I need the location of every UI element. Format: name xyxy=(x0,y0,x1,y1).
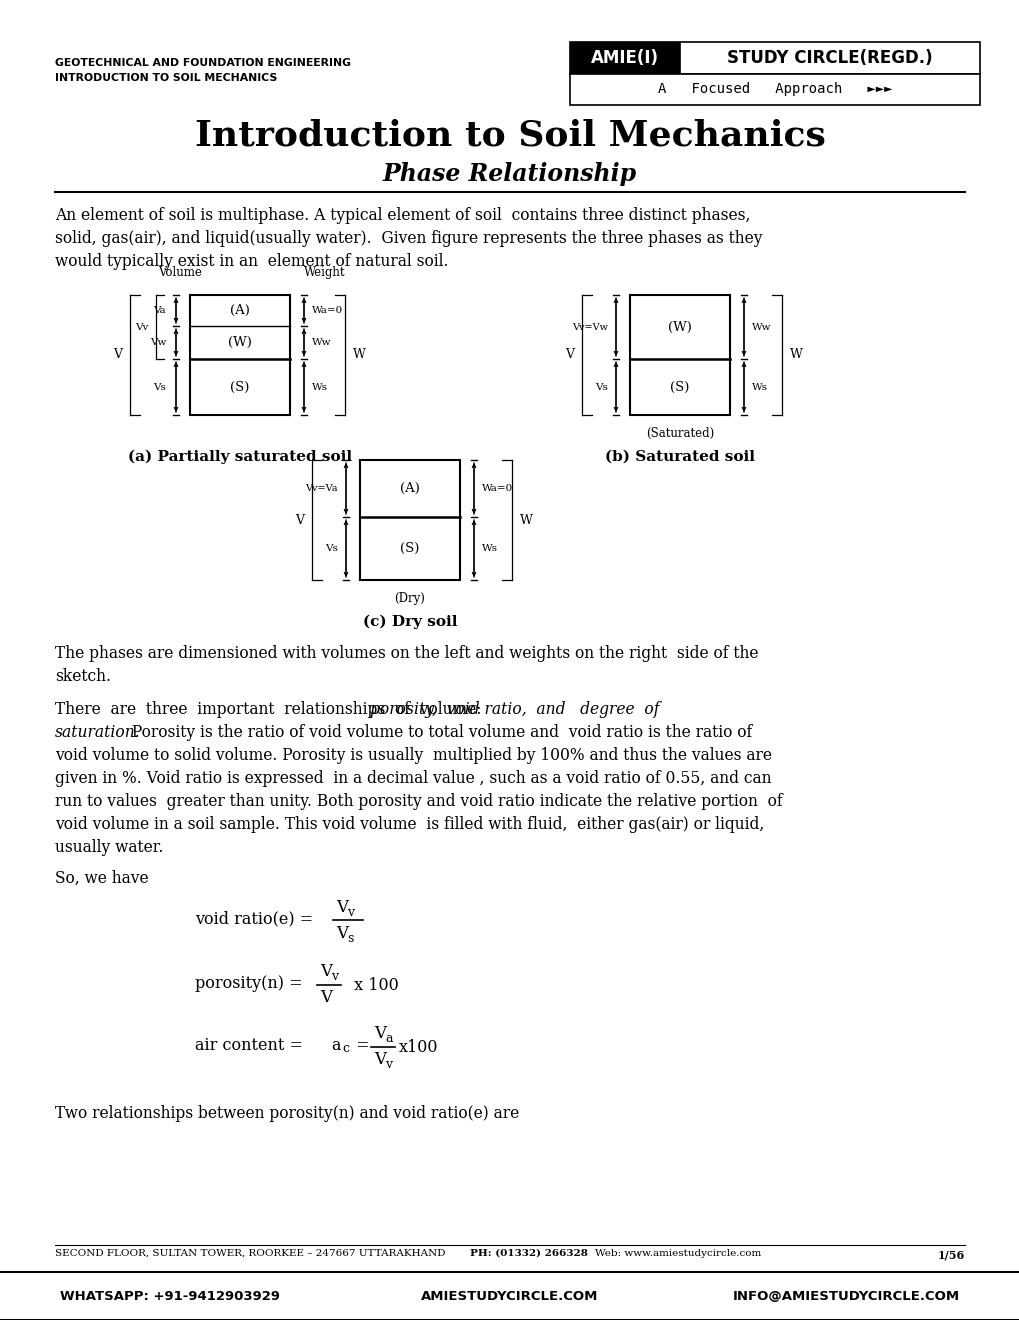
Text: Phase Relationship: Phase Relationship xyxy=(382,162,637,186)
Text: (S): (S) xyxy=(230,380,250,393)
Text: V: V xyxy=(320,964,331,981)
Text: Two relationships between porosity(n) and void ratio(e) are: Two relationships between porosity(n) an… xyxy=(55,1105,519,1122)
Text: air content =: air content = xyxy=(195,1038,308,1053)
Text: Vw: Vw xyxy=(150,338,166,347)
Text: Wa=0: Wa=0 xyxy=(312,306,343,315)
Text: Vv: Vv xyxy=(135,322,148,331)
Text: s: s xyxy=(346,932,353,945)
Text: A   Focused   Approach   ►►►: A Focused Approach ►►► xyxy=(657,82,892,96)
Text: run to values  greater than unity. Both porosity and void ratio indicate the rel: run to values greater than unity. Both p… xyxy=(55,793,782,810)
Bar xyxy=(680,42,979,74)
Text: Introduction to Soil Mechanics: Introduction to Soil Mechanics xyxy=(195,117,824,152)
Text: Va: Va xyxy=(153,306,166,315)
Text: V: V xyxy=(335,924,347,941)
Text: Ws: Ws xyxy=(751,383,767,392)
Text: porosity(n) =: porosity(n) = xyxy=(195,975,308,993)
Text: void volume in a soil sample. This void volume  is filled with fluid,  either ga: void volume in a soil sample. This void … xyxy=(55,816,763,833)
Text: V: V xyxy=(374,1026,385,1043)
Text: V: V xyxy=(565,348,574,362)
Text: INTRODUCTION TO SOIL MECHANICS: INTRODUCTION TO SOIL MECHANICS xyxy=(55,73,277,83)
Text: v: v xyxy=(331,970,337,983)
Text: (W): (W) xyxy=(667,321,691,334)
Text: INFO@AMIESTUDYCIRCLE.COM: INFO@AMIESTUDYCIRCLE.COM xyxy=(733,1290,959,1303)
Text: Vv=Vw: Vv=Vw xyxy=(572,322,607,331)
Text: a: a xyxy=(384,1032,392,1045)
Text: Vs: Vs xyxy=(325,544,337,553)
Text: W: W xyxy=(520,513,532,527)
Text: Vs: Vs xyxy=(594,383,607,392)
Bar xyxy=(360,459,460,579)
Bar xyxy=(190,294,289,414)
Text: v: v xyxy=(384,1059,391,1072)
Text: WHATSAPP: +91-9412903929: WHATSAPP: +91-9412903929 xyxy=(60,1290,280,1303)
Text: Ws: Ws xyxy=(312,383,328,392)
Text: usually water.: usually water. xyxy=(55,840,163,855)
Text: porosity,  void ratio,  and   degree  of: porosity, void ratio, and degree of xyxy=(370,701,659,718)
Text: solid, gas(air), and liquid(usually water).  Given figure represents the three p: solid, gas(air), and liquid(usually wate… xyxy=(55,230,762,247)
Text: would typically exist in an  element of natural soil.: would typically exist in an element of n… xyxy=(55,253,448,271)
Bar xyxy=(570,42,680,74)
Text: v: v xyxy=(346,906,354,919)
Text: V: V xyxy=(335,899,347,916)
Text: (a) Partially saturated soil: (a) Partially saturated soil xyxy=(127,450,352,465)
Text: (A): (A) xyxy=(399,482,420,495)
Text: V: V xyxy=(294,513,304,527)
Text: GEOTECHNICAL AND FOUNDATION ENGINEERING: GEOTECHNICAL AND FOUNDATION ENGINEERING xyxy=(55,58,351,69)
Text: (c) Dry soil: (c) Dry soil xyxy=(363,615,457,630)
Text: a: a xyxy=(331,1038,340,1053)
Text: AMIESTUDYCIRCLE.COM: AMIESTUDYCIRCLE.COM xyxy=(421,1290,598,1303)
Text: c: c xyxy=(341,1041,348,1055)
Text: PH: (01332) 266328: PH: (01332) 266328 xyxy=(470,1249,587,1258)
Text: saturation.: saturation. xyxy=(55,723,141,741)
Text: W: W xyxy=(353,348,366,362)
Text: (S): (S) xyxy=(669,380,689,393)
Text: (A): (A) xyxy=(230,304,250,317)
Text: Web: www.amiestudycircle.com: Web: www.amiestudycircle.com xyxy=(594,1249,760,1258)
Text: (Dry): (Dry) xyxy=(394,591,425,605)
Text: Vs: Vs xyxy=(153,383,166,392)
Text: (S): (S) xyxy=(399,543,419,554)
Text: (Saturated): (Saturated) xyxy=(645,426,713,440)
Text: 1/56: 1/56 xyxy=(936,1249,964,1261)
Text: x100: x100 xyxy=(398,1039,438,1056)
Text: V: V xyxy=(113,348,122,362)
Text: V: V xyxy=(374,1052,385,1068)
Text: x 100: x 100 xyxy=(348,977,398,994)
Text: An element of soil is multiphase. A typical element of soil  contains three dist: An element of soil is multiphase. A typi… xyxy=(55,207,750,224)
Text: Wa=0: Wa=0 xyxy=(482,484,513,492)
Text: STUDY CIRCLE(REGD.): STUDY CIRCLE(REGD.) xyxy=(727,49,932,67)
Text: There  are  three  important  relationships  of  volume:: There are three important relationships … xyxy=(55,701,486,718)
Bar xyxy=(630,294,730,414)
Text: (W): (W) xyxy=(228,337,252,348)
Text: So, we have: So, we have xyxy=(55,870,149,887)
Bar xyxy=(570,74,979,106)
Text: Vv=Va: Vv=Va xyxy=(306,484,337,492)
Text: W: W xyxy=(790,348,802,362)
Text: sketch.: sketch. xyxy=(55,668,111,685)
Text: Weight: Weight xyxy=(304,267,345,279)
Text: void ratio(e) =: void ratio(e) = xyxy=(195,909,318,927)
Text: given in %. Void ratio is expressed  in a decimal value , such as a void ratio o: given in %. Void ratio is expressed in a… xyxy=(55,770,770,787)
Text: Ww: Ww xyxy=(312,338,331,347)
Text: The phases are dimensioned with volumes on the left and weights on the right  si: The phases are dimensioned with volumes … xyxy=(55,645,758,663)
Text: Ww: Ww xyxy=(751,322,770,331)
Text: (b) Saturated soil: (b) Saturated soil xyxy=(604,450,754,465)
Text: V: V xyxy=(320,990,331,1006)
Text: void volume to solid volume. Porosity is usually  multiplied by 100% and thus th: void volume to solid volume. Porosity is… xyxy=(55,747,771,764)
Text: SECOND FLOOR, SULTAN TOWER, ROORKEE – 247667 UTTARAKHAND: SECOND FLOOR, SULTAN TOWER, ROORKEE – 24… xyxy=(55,1249,445,1258)
Text: Volume: Volume xyxy=(158,267,202,279)
Bar xyxy=(0,1272,1019,1320)
Text: =: = xyxy=(351,1038,369,1053)
Text: Ws: Ws xyxy=(482,544,497,553)
Text: AMIE(I): AMIE(I) xyxy=(590,49,658,67)
Text: Porosity is the ratio of void volume to total volume and  void ratio is the rati: Porosity is the ratio of void volume to … xyxy=(127,723,752,741)
